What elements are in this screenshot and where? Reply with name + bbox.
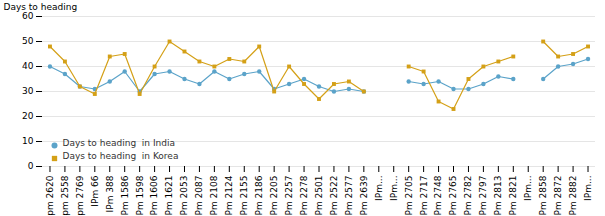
svg-text:20: 20 [22, 111, 34, 121]
svg-text:IPm 2765: IPm 2765 [448, 176, 458, 216]
svg-text:0: 0 [28, 161, 34, 171]
svg-text:Ipm 2620: Ipm 2620 [45, 175, 55, 216]
svg-text:IPm 2882: IPm 2882 [568, 176, 578, 216]
svg-text:IPm 388: IPm 388 [105, 175, 115, 212]
svg-text:IPm 2522: IPm 2522 [329, 176, 339, 216]
svg-text:IPm 2782: IPm 2782 [463, 176, 473, 216]
svg-text:Ipm 2558: Ipm 2558 [60, 175, 70, 216]
svg-text:IPm 2797: IPm 2797 [478, 176, 488, 216]
svg-text:30: 30 [22, 86, 34, 96]
svg-text:IPm 2087: IPm 2087 [194, 176, 204, 216]
svg-text:IPm 2821: IPm 2821 [508, 176, 518, 216]
svg-text:Days to heading in India: Days to heading in India [63, 138, 175, 148]
svg-text:IPm 2813: IPm 2813 [493, 176, 503, 216]
svg-text:IPm...: IPm... [389, 176, 399, 201]
svg-text:IPm 66: IPm 66 [90, 175, 100, 206]
svg-text:IPm 2577: IPm 2577 [344, 176, 354, 216]
svg-text:IPm 2124: IPm 2124 [224, 175, 234, 216]
svg-text:IPm 2748: IPm 2748 [433, 175, 443, 216]
svg-text:10: 10 [22, 136, 34, 146]
svg-text:IPm 2257: IPm 2257 [284, 176, 294, 216]
svg-text:IPm...: IPm... [523, 176, 533, 201]
svg-text:IPm 2108: IPm 2108 [209, 175, 219, 216]
svg-text:IPm 2155: IPm 2155 [239, 176, 249, 216]
svg-text:IPm 2639: IPm 2639 [359, 175, 369, 216]
svg-text:Ipm 2769: Ipm 2769 [75, 175, 85, 216]
svg-text:50: 50 [22, 36, 34, 46]
svg-text:60: 60 [22, 11, 34, 21]
svg-text:IPm 1598: IPm 1598 [135, 175, 145, 216]
svg-text:IPm 2872: IPm 2872 [553, 176, 563, 216]
svg-text:IPm 2278: IPm 2278 [299, 175, 309, 216]
svg-text:Days to heading: Days to heading [4, 2, 78, 12]
svg-text:IPm 2205: IPm 2205 [269, 176, 279, 216]
svg-text:IPm 2053: IPm 2053 [179, 176, 189, 216]
svg-text:IPm 2501: IPm 2501 [314, 176, 324, 216]
svg-text:IPm...: IPm... [583, 176, 593, 201]
svg-text:IPm 2717: IPm 2717 [419, 176, 429, 216]
svg-text:Days to heading in Korea: Days to heading in Korea [63, 151, 179, 161]
svg-text:40: 40 [22, 61, 34, 71]
svg-text:IPm 2858: IPm 2858 [538, 175, 548, 216]
svg-text:IPm...: IPm... [374, 176, 384, 201]
svg-text:IPm 2705: IPm 2705 [404, 176, 414, 216]
svg-text:IPm 1606: IPm 1606 [149, 175, 159, 216]
svg-text:IPm 2186: IPm 2186 [254, 175, 264, 216]
svg-text:IPm 1621: IPm 1621 [164, 176, 174, 216]
svg-text:IPm 1586: IPm 1586 [120, 175, 130, 216]
